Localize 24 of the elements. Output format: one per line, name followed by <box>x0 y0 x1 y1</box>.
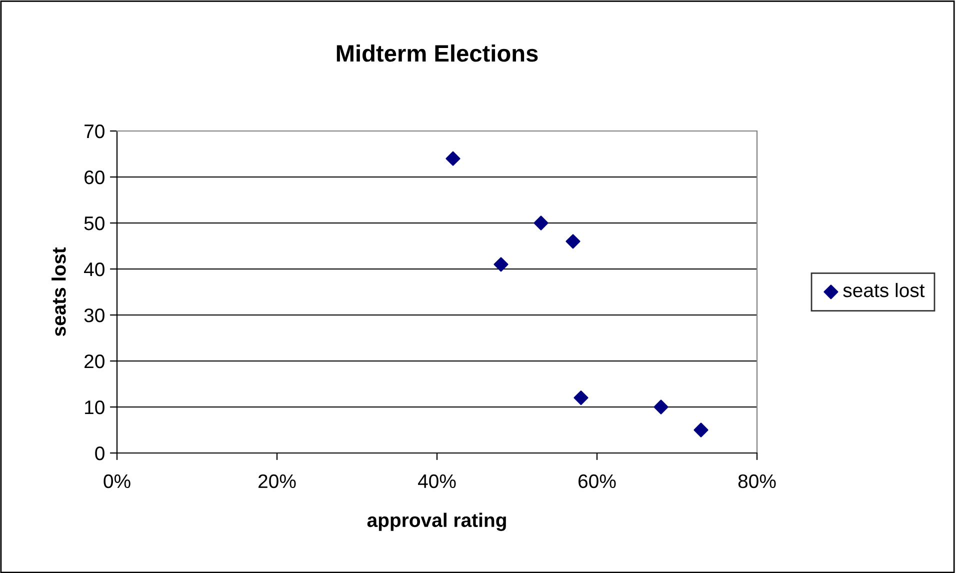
y-tick-label: 50 <box>84 216 104 230</box>
point <box>446 151 460 166</box>
point <box>534 216 548 230</box>
point <box>494 257 508 272</box>
x-tick-label: 20% <box>258 474 296 488</box>
y-tick-label: 10 <box>85 400 104 414</box>
y-tick-label: 20 <box>84 354 104 368</box>
x-tick-label: 80% <box>738 474 776 488</box>
chart-title: Midterm Elections <box>336 44 538 62</box>
y-tick-label: 60 <box>84 170 104 184</box>
point <box>694 422 708 438</box>
x-axis-title: approval rating <box>367 512 506 532</box>
x-tick-label: 60% <box>578 474 616 488</box>
x-tick-label: 0% <box>104 474 130 488</box>
legend-label: seats lost <box>843 282 925 298</box>
point <box>566 234 580 249</box>
y-tick-label: 30 <box>84 308 104 322</box>
x-tick-label: 40% <box>418 474 456 488</box>
y-tick-label: 0 <box>95 446 104 460</box>
y-tick-label: 70 <box>84 124 104 138</box>
point <box>654 400 668 414</box>
y-axis-title: seats lost <box>52 247 66 336</box>
point <box>574 390 588 406</box>
y-tick-label: 40 <box>84 262 104 276</box>
